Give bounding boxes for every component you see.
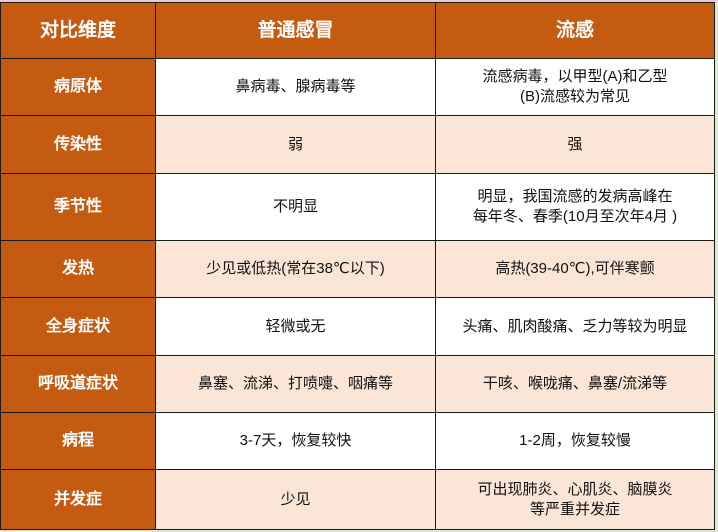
cell-text: 高热(39-40℃),可伴寒颤 <box>495 260 655 277</box>
dimension-cell: 并发症 <box>0 469 156 530</box>
cell-text: 轻微或无 <box>265 317 326 335</box>
common-cold-cell: 少见或低热(常在38℃以下) <box>155 240 436 298</box>
cell-text: 流感病毒，以甲型(A)和乙型 <box>482 68 668 85</box>
cell-text: 强 <box>567 135 583 153</box>
cell-text: 等严重并发症 <box>529 500 620 518</box>
cell-text: 少见或低热(常在38℃以下) <box>206 260 385 277</box>
cell-text: 头痛、肌肉酸痛、乏力等较为明显 <box>462 317 688 335</box>
flu-cell: 干咳、喉咙痛、鼻塞/流涕等 <box>435 355 715 413</box>
cell-text: 不明显 <box>272 198 318 215</box>
common-cold-cell: 不明显 <box>155 173 436 241</box>
cell-text: 3-7天，恢复较快 <box>239 432 352 449</box>
common-cold-cell: 鼻病毒、腺病毒等 <box>155 58 436 116</box>
table-row: 呼吸道症状 鼻塞、流涕、打喷嚏、咽痛等 干咳、喉咙痛、鼻塞/流涕等 <box>0 355 715 413</box>
cell-text: 少见 <box>280 490 311 508</box>
table-row: 病程 3-7天，恢复较快 1-2周，恢复较慢 <box>0 412 715 470</box>
table-row: 全身症状 轻微或无 头痛、肌肉酸痛、乏力等较为明显 <box>0 297 715 356</box>
flu-cell: 明显，我国流感的发病高峰在 每年冬、春季(10月至次年4月 ) <box>435 173 715 241</box>
header-row: 对比维度 普通感冒 流感 <box>0 2 715 59</box>
flu-cell: 流感病毒，以甲型(A)和乙型 (B)流感较为常见 <box>435 58 715 116</box>
cell-text: 弱 <box>287 135 303 153</box>
cell-text: 鼻塞、流涕、打喷嚏、咽痛等 <box>197 375 393 392</box>
table-row: 并发症 少见 可出现肺炎、心肌炎、脑膜炎 等严重并发症 <box>0 469 715 530</box>
dimension-cell: 季节性 <box>0 173 156 241</box>
cell-text: 明显，我国流感的发病高峰在 <box>477 188 673 205</box>
flu-cell: 高热(39-40℃),可伴寒颤 <box>435 240 715 298</box>
table-row: 季节性 不明显 明显，我国流感的发病高峰在 每年冬、春季(10月至次年4月 ) <box>0 173 715 241</box>
table-row: 病原体 鼻病毒、腺病毒等 流感病毒，以甲型(A)和乙型 (B)流感较为常见 <box>0 58 715 116</box>
header-flu: 流感 <box>435 2 715 59</box>
header-dimension: 对比维度 <box>0 2 156 59</box>
header-common-cold: 普通感冒 <box>155 2 436 59</box>
cell-text: 干咳、喉咙痛、鼻塞/流涕等 <box>482 375 668 392</box>
common-cold-cell: 少见 <box>155 469 436 530</box>
flu-cell: 可出现肺炎、心肌炎、脑膜炎 等严重并发症 <box>435 469 715 530</box>
dimension-cell: 呼吸道症状 <box>0 355 156 413</box>
top-border <box>0 0 718 2</box>
cell-text: 每年冬、春季(10月至次年4月 ) <box>472 208 678 225</box>
common-cold-cell: 轻微或无 <box>155 297 436 356</box>
dimension-cell: 病原体 <box>0 58 156 116</box>
cell-text: 1-2周，恢复较慢 <box>519 432 631 449</box>
common-cold-cell: 3-7天，恢复较快 <box>155 412 436 470</box>
cell-text: 可出现肺炎、心肌炎、脑膜炎 <box>477 480 673 498</box>
common-cold-cell: 鼻塞、流涕、打喷嚏、咽痛等 <box>155 355 436 413</box>
flu-cell: 强 <box>435 115 715 174</box>
dimension-cell: 传染性 <box>0 115 156 174</box>
flu-cell: 头痛、肌肉酸痛、乏力等较为明显 <box>435 297 715 356</box>
table-row: 传染性 弱 强 <box>0 115 715 174</box>
table-row: 发热 少见或低热(常在38℃以下) 高热(39-40℃),可伴寒颤 <box>0 240 715 298</box>
common-cold-cell: 弱 <box>155 115 436 174</box>
cell-text: 鼻病毒、腺病毒等 <box>235 78 356 95</box>
dimension-cell: 病程 <box>0 412 156 470</box>
dimension-cell: 发热 <box>0 240 156 298</box>
flu-cell: 1-2周，恢复较慢 <box>435 412 715 470</box>
cell-text: (B)流感较为常见 <box>520 88 630 105</box>
dimension-cell: 全身症状 <box>0 297 156 356</box>
